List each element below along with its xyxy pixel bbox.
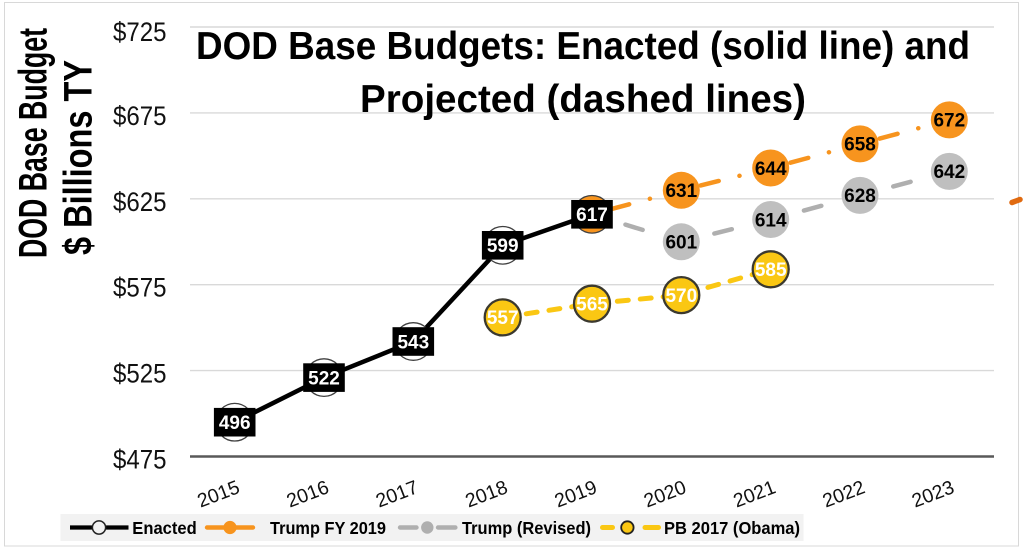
svg-text:585: 585 <box>755 260 787 281</box>
svg-text:$625: $625 <box>113 187 167 217</box>
svg-text:$725: $725 <box>113 17 167 47</box>
svg-text:628: 628 <box>844 186 876 207</box>
svg-text:Enacted: Enacted <box>132 518 196 538</box>
svg-text:658: 658 <box>844 135 876 156</box>
svg-text:Projected (dashed lines): Projected (dashed lines) <box>360 78 806 121</box>
svg-text:$575: $575 <box>113 273 167 303</box>
svg-text:PB 2017 (Obama): PB 2017 (Obama) <box>664 518 800 538</box>
svg-text:Trump (Revised): Trump (Revised) <box>462 518 591 538</box>
svg-text:496: 496 <box>219 413 251 434</box>
svg-text:$ Billions TY: $ Billions TY <box>57 60 101 255</box>
svg-text:565: 565 <box>576 295 608 316</box>
svg-text:557: 557 <box>487 308 519 329</box>
svg-text:DOD Base Budget: DOD Base Budget <box>12 28 56 258</box>
svg-text:522: 522 <box>308 368 340 389</box>
svg-text:601: 601 <box>665 233 697 254</box>
svg-text:617: 617 <box>576 205 608 226</box>
svg-text:642: 642 <box>933 162 965 183</box>
svg-text:614: 614 <box>755 210 787 231</box>
svg-text:599: 599 <box>487 236 519 257</box>
svg-text:Trump FY 2019: Trump FY 2019 <box>270 518 386 538</box>
svg-text:$525: $525 <box>113 359 167 389</box>
svg-text:672: 672 <box>933 111 965 132</box>
svg-text:DOD Base Budgets: Enacted (sol: DOD Base Budgets: Enacted (solid line) a… <box>196 25 970 68</box>
svg-text:$475: $475 <box>113 445 167 475</box>
svg-text:631: 631 <box>665 181 697 202</box>
svg-text:543: 543 <box>397 332 429 353</box>
svg-text:570: 570 <box>665 286 697 307</box>
svg-text:644: 644 <box>755 159 787 180</box>
svg-text:$675: $675 <box>113 101 167 131</box>
